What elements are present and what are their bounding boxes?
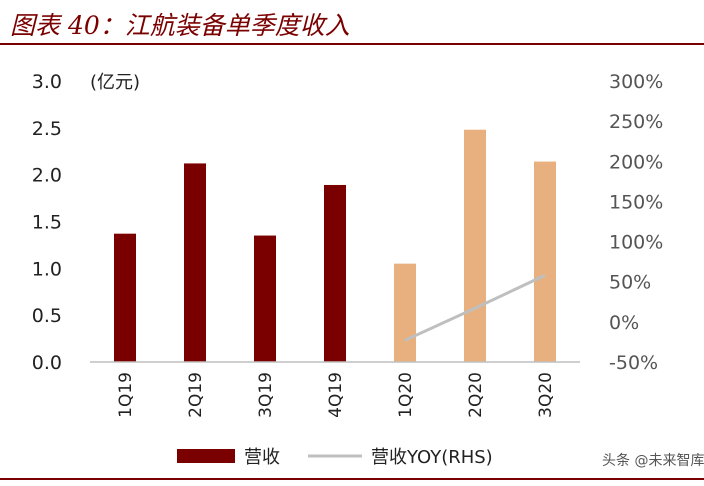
y2-tick-label: 0% [609, 312, 639, 334]
bar [534, 161, 556, 362]
legend-swatch-revenue [177, 449, 235, 463]
y2-tick-label: 200% [609, 151, 663, 173]
bar [254, 235, 276, 362]
y-tick-label: 0.0 [32, 352, 62, 374]
y2-tick-label: 150% [609, 191, 663, 213]
y2-tick-label: -50% [609, 352, 658, 374]
x-tick-label: 1Q20 [396, 372, 416, 418]
y2-tick-label: 50% [609, 272, 651, 294]
y-tick-label: 0.5 [32, 305, 62, 327]
legend-label-yoy: 营收YOY(RHS) [371, 447, 493, 468]
y-tick-label: 1.5 [32, 212, 62, 234]
y2-tick-label: 300% [609, 71, 663, 93]
bar [464, 129, 486, 362]
yoy-line [404, 273, 546, 342]
bottom-rule [0, 478, 704, 480]
legend-label-revenue: 营收 [244, 447, 280, 468]
y-unit-label: (亿元) [90, 72, 140, 93]
y2-tick-label: 250% [609, 111, 663, 133]
bar [114, 233, 136, 362]
x-tick-label: 1Q19 [116, 372, 136, 418]
title-rule [0, 43, 704, 45]
x-tick-label: 3Q20 [536, 372, 556, 418]
y-tick-label: 2.0 [32, 165, 62, 187]
y-tick-label: 3.0 [32, 71, 62, 93]
bar [324, 184, 346, 362]
x-tick-label: 2Q20 [466, 372, 486, 418]
bar [184, 163, 206, 362]
watermark: 头条 @未来智库 [602, 453, 704, 469]
x-tick-label: 2Q19 [186, 372, 206, 418]
bar [394, 263, 416, 362]
y2-tick-label: 100% [609, 232, 663, 254]
x-tick-label: 3Q19 [256, 372, 276, 418]
x-tick-label: 4Q19 [326, 372, 346, 418]
y-tick-label: 2.5 [32, 118, 62, 140]
y-tick-label: 1.0 [32, 258, 62, 280]
chart-title: 图表 40：江航装备单季度收入 [10, 11, 350, 40]
